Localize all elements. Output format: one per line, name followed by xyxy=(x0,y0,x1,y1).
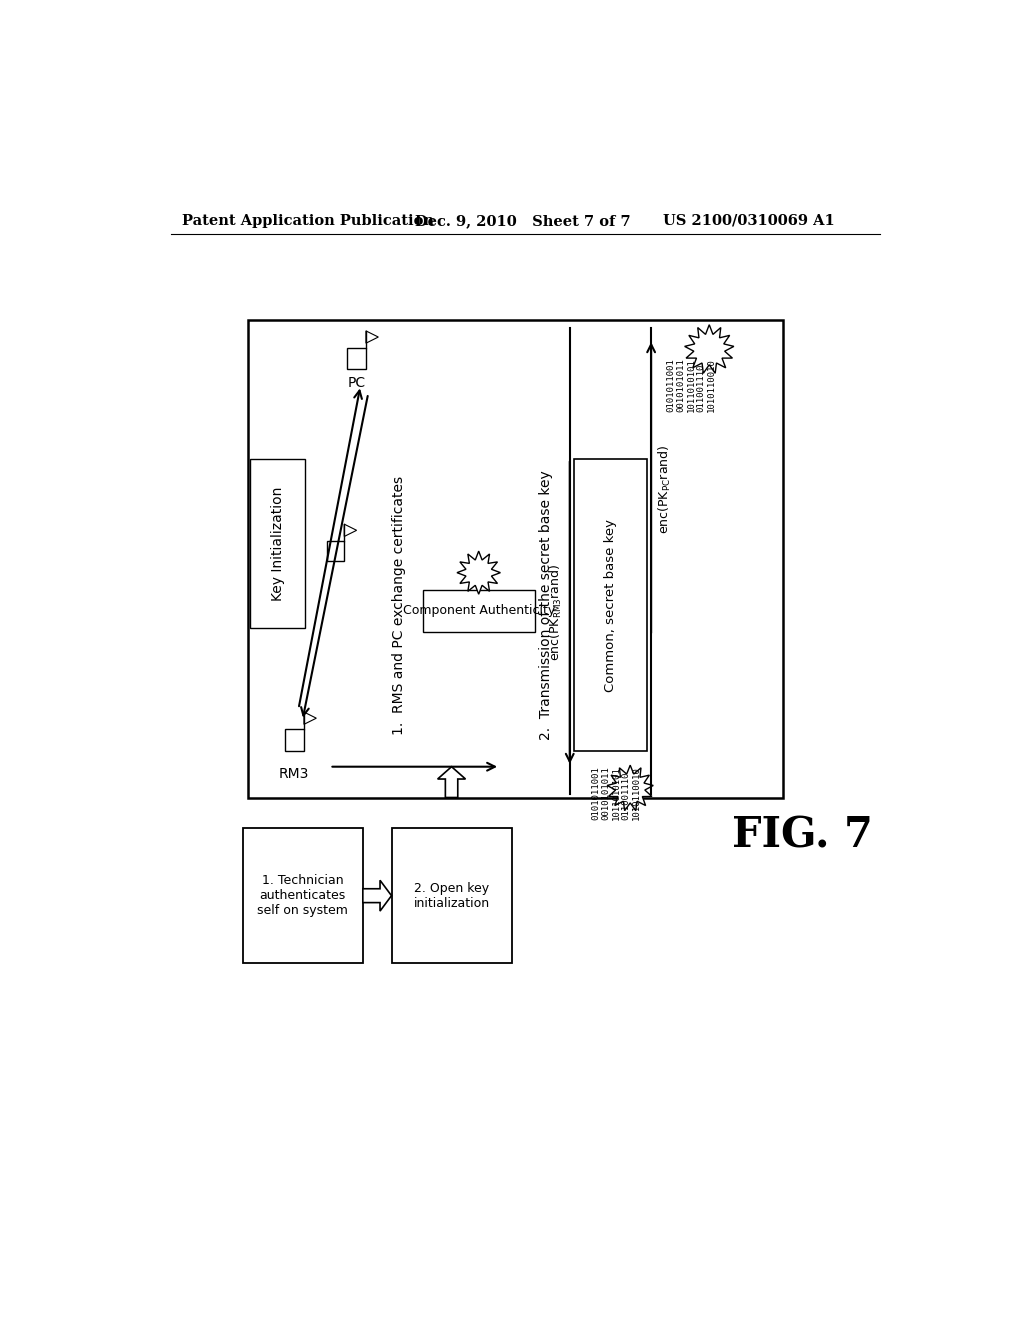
Bar xyxy=(286,729,304,751)
Bar xyxy=(423,590,535,632)
Text: US 2100/0310069 A1: US 2100/0310069 A1 xyxy=(663,214,835,228)
Polygon shape xyxy=(344,524,356,536)
Text: Key Initialization: Key Initialization xyxy=(270,486,285,601)
Bar xyxy=(347,348,366,370)
Text: 1.  RMS and PC exchange certificates: 1. RMS and PC exchange certificates xyxy=(391,475,406,734)
Text: RM3: RM3 xyxy=(280,767,309,780)
Bar xyxy=(243,829,362,964)
Text: Common, secret base key: Common, secret base key xyxy=(604,519,616,692)
Polygon shape xyxy=(366,331,378,343)
Text: Patent Application Publication: Patent Application Publication xyxy=(182,214,434,228)
Bar xyxy=(328,541,344,561)
Bar xyxy=(391,829,512,964)
Text: Component Authenticity: Component Authenticity xyxy=(402,605,555,618)
Polygon shape xyxy=(607,766,653,810)
Text: 0101011001
0010101011
1011010101
011001110
1010110010: 0101011001 0010101011 1011010101 0110011… xyxy=(592,767,641,821)
Polygon shape xyxy=(362,880,391,911)
Text: 2. Open key
initialization: 2. Open key initialization xyxy=(414,882,489,909)
Text: enc(PK$_{\mathrm{RM3}}$rand): enc(PK$_{\mathrm{RM3}}$rand) xyxy=(548,564,563,661)
Bar xyxy=(251,459,305,628)
Polygon shape xyxy=(685,325,734,374)
Polygon shape xyxy=(437,767,466,797)
Text: FIG. 7: FIG. 7 xyxy=(732,814,873,857)
Text: PC: PC xyxy=(347,376,366,389)
Text: Dec. 9, 2010   Sheet 7 of 7: Dec. 9, 2010 Sheet 7 of 7 xyxy=(415,214,631,228)
Text: enc(PK$_{\mathrm{PC}}$rand): enc(PK$_{\mathrm{PC}}$rand) xyxy=(657,445,674,535)
Polygon shape xyxy=(457,552,501,594)
Polygon shape xyxy=(304,711,316,725)
Bar xyxy=(573,459,647,751)
Text: 2.  Transmission of the secret base key: 2. Transmission of the secret base key xyxy=(539,470,553,741)
Text: 1. Technician
authenticates
self on system: 1. Technician authenticates self on syst… xyxy=(257,874,348,917)
Text: 0101011001
0010101011
1011010101
011001110
1010110010: 0101011001 0010101011 1011010101 0110011… xyxy=(667,359,716,412)
Bar xyxy=(248,321,783,797)
